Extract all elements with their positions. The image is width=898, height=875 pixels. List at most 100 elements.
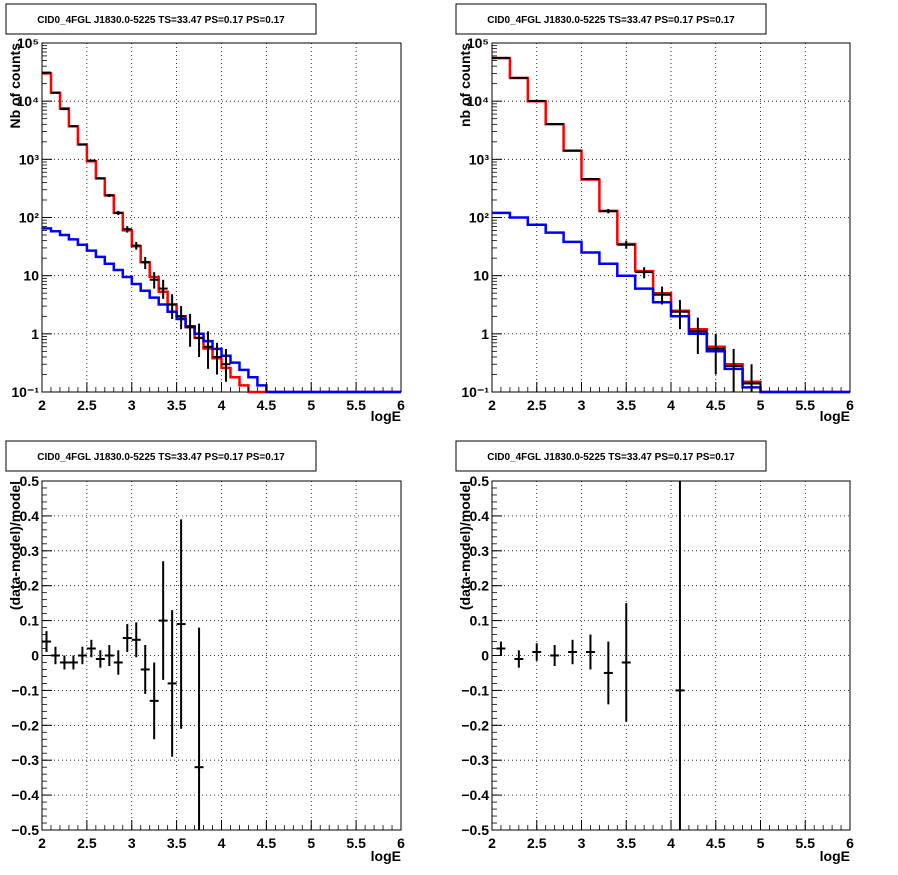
y-tick-label: 0.1 bbox=[470, 613, 490, 629]
x-tick-label: 4 bbox=[218, 835, 226, 851]
x-tick-label: 4.5 bbox=[706, 835, 726, 851]
y-tick-label: 0.3 bbox=[470, 543, 490, 559]
x-axis-label: logE bbox=[371, 848, 401, 864]
y-tick-label: 0.2 bbox=[470, 578, 490, 594]
grid bbox=[492, 43, 850, 392]
chart-panel-bottom-left: CID0_4FGL J1830.0-5225 TS=33.47 PS=0.17 … bbox=[5, 440, 405, 864]
x-tick-label: 4 bbox=[667, 397, 675, 413]
x-tick-label: 6 bbox=[397, 397, 405, 413]
x-tick-label: 4.5 bbox=[257, 835, 277, 851]
y-tick-label: 10 bbox=[473, 268, 489, 284]
chart-panel-top-right: CID0_4FGL J1830.0-5225 TS=33.47 PS=0.17 … bbox=[455, 3, 854, 424]
y-axis-ticks: 10⁻¹ 1 10 10² 10³ 10⁴ 10⁵ bbox=[11, 35, 52, 400]
x-tick-label: 3 bbox=[578, 397, 586, 413]
y-tick-label: 0 bbox=[31, 648, 39, 664]
y-tick-label: −0.5 bbox=[461, 822, 489, 838]
y-axis-ticks: 10⁻¹ 1 10 10² 10³ 10⁴ 10⁵ bbox=[461, 35, 502, 400]
x-tick-label: 5 bbox=[307, 835, 315, 851]
x-tick-label: 5 bbox=[757, 397, 765, 413]
x-tick-label: 2 bbox=[488, 397, 496, 413]
y-tick-label: 0.1 bbox=[20, 613, 40, 629]
y-axis-label: Nb of counts bbox=[7, 43, 23, 129]
y-axis-label: (data-model)/model bbox=[7, 481, 23, 610]
x-tick-label: 2.5 bbox=[77, 835, 97, 851]
y-tick-label: 0.4 bbox=[470, 508, 490, 524]
y-axis-ticks: −0.5 −0.4 −0.3 −0.2 −0.1 0 0.1 0.2 0.3 0.4 0.5 bbox=[461, 473, 502, 838]
x-tick-label: 6 bbox=[846, 835, 854, 851]
y-tick-label: 10⁻¹ bbox=[11, 384, 39, 400]
y-tick-label: −0.2 bbox=[461, 717, 489, 733]
y-tick-label: 0.5 bbox=[20, 473, 40, 489]
data-points-layer bbox=[496, 481, 685, 830]
y-tick-label: 10² bbox=[469, 210, 490, 226]
y-tick-label: 10² bbox=[19, 210, 40, 226]
grid bbox=[42, 43, 401, 392]
y-tick-label: −0.1 bbox=[11, 682, 39, 698]
title-box bbox=[455, 440, 767, 472]
chart-title: CID0_4FGL J1830.0-5225 TS=33.47 PS=0.17 … bbox=[487, 452, 735, 463]
data-points-layer bbox=[42, 71, 231, 382]
x-tick-label: 5 bbox=[307, 397, 315, 413]
grid bbox=[492, 481, 850, 830]
y-tick-label: 10⁻¹ bbox=[461, 384, 489, 400]
title-box bbox=[5, 440, 317, 472]
y-tick-label: 0.4 bbox=[20, 508, 40, 524]
y-tick-label: 0 bbox=[481, 648, 489, 664]
series-line-0 bbox=[42, 72, 401, 394]
x-tick-label: 3.5 bbox=[167, 397, 187, 413]
y-tick-label: −0.3 bbox=[461, 752, 489, 768]
x-tick-label: 5.5 bbox=[346, 397, 366, 413]
chart-title: CID0_4FGL J1830.0-5225 TS=33.47 PS=0.17 … bbox=[487, 15, 735, 26]
y-axis-label: nb of counts bbox=[457, 43, 473, 127]
x-axis-ticks: 2 2.5 3 3.5 4 4.5 5 5.5 6 bbox=[488, 382, 854, 413]
x-tick-label: 5.5 bbox=[346, 835, 366, 851]
x-tick-label: 3 bbox=[578, 835, 586, 851]
chart-panel-top-left: CID0_4FGL J1830.0-5225 TS=33.47 PS=0.17 … bbox=[5, 3, 405, 424]
x-tick-label: 2.5 bbox=[77, 397, 97, 413]
y-tick-label: −0.5 bbox=[11, 822, 39, 838]
x-tick-label: 3 bbox=[128, 835, 136, 851]
y-tick-label: 10³ bbox=[19, 151, 40, 167]
x-tick-label: 4.5 bbox=[706, 397, 726, 413]
y-tick-label: 10⁴ bbox=[467, 93, 490, 109]
y-tick-label: −0.4 bbox=[461, 787, 489, 803]
title-box bbox=[455, 3, 767, 35]
y-axis-label: (data-model)/model bbox=[457, 481, 473, 610]
x-tick-label: 4.5 bbox=[257, 397, 277, 413]
y-tick-label: 10 bbox=[23, 268, 39, 284]
y-tick-label: −0.1 bbox=[461, 682, 489, 698]
x-tick-label: 3 bbox=[128, 397, 136, 413]
y-tick-label: −0.2 bbox=[11, 717, 39, 733]
x-tick-label: 5.5 bbox=[796, 835, 816, 851]
y-tick-label: 0.2 bbox=[20, 578, 40, 594]
x-tick-label: 4 bbox=[218, 397, 226, 413]
y-tick-label: 10³ bbox=[469, 151, 490, 167]
y-axis-ticks: −0.5 −0.4 −0.3 −0.2 −0.1 0 0.1 0.2 0.3 0.4 0.5 bbox=[11, 473, 52, 838]
y-tick-label: 10⁵ bbox=[17, 35, 39, 51]
x-tick-label: 3.5 bbox=[617, 397, 637, 413]
chart-panel-bottom-right: CID0_4FGL J1830.0-5225 TS=33.47 PS=0.17 … bbox=[455, 440, 854, 864]
x-tick-label: 5 bbox=[757, 835, 765, 851]
x-tick-label: 6 bbox=[846, 397, 854, 413]
x-tick-label: 2.5 bbox=[527, 397, 547, 413]
x-tick-label: 6 bbox=[397, 835, 405, 851]
y-tick-label: 10⁴ bbox=[17, 93, 40, 109]
chart-title: CID0_4FGL J1830.0-5225 TS=33.47 PS=0.17 … bbox=[37, 15, 285, 26]
y-tick-label: 1 bbox=[31, 326, 39, 342]
grid bbox=[42, 481, 401, 830]
series-layer bbox=[42, 72, 401, 394]
x-axis-label: logE bbox=[820, 408, 850, 424]
y-tick-label: 0.3 bbox=[20, 543, 40, 559]
x-tick-label: 2 bbox=[488, 835, 496, 851]
data-points-layer bbox=[492, 56, 761, 392]
x-axis-label: logE bbox=[371, 408, 401, 424]
x-axis-label: logE bbox=[820, 848, 850, 864]
chart-title: CID0_4FGL J1830.0-5225 TS=33.47 PS=0.17 … bbox=[37, 452, 285, 463]
x-axis-ticks: 2 2.5 3 3.5 4 4.5 5 5.5 6 bbox=[38, 820, 405, 851]
x-tick-label: 2 bbox=[38, 835, 46, 851]
y-tick-label: −0.4 bbox=[11, 787, 39, 803]
x-tick-label: 2 bbox=[38, 397, 46, 413]
series-layer bbox=[492, 56, 850, 394]
title-box bbox=[5, 3, 317, 35]
